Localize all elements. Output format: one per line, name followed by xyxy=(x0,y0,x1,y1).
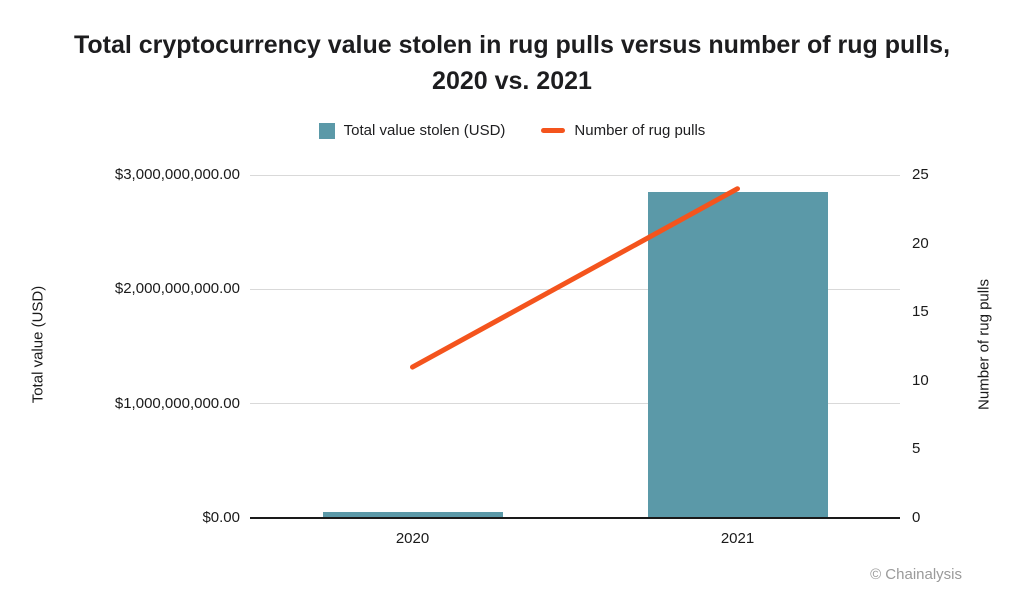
right-axis-tick-label: 15 xyxy=(912,303,929,321)
chart-title: Total cryptocurrency value stolen in rug… xyxy=(73,31,951,95)
left-axis-tick-label: $0.00 xyxy=(202,509,240,526)
line-series-swatch-icon xyxy=(541,128,566,133)
x-axis-tick-label: 2021 xyxy=(720,530,755,547)
legend-item-total-value-stolen: Total value stolen (USD) xyxy=(318,122,506,139)
x-axis-tick-label: 2020 xyxy=(395,530,430,547)
right-axis-tick-label: 25 xyxy=(912,166,929,183)
right-axis-tick-label: 0 xyxy=(912,509,921,526)
chart-legend: Total value stolen (USD) Number of rug p… xyxy=(0,122,1024,139)
legend-label-number-of-rug-pulls: Number of rug pulls xyxy=(574,122,706,139)
right-axis-tick-label: 20 xyxy=(912,234,929,252)
source-attribution: © Chainalysis xyxy=(870,566,962,583)
bar-series-swatch-icon xyxy=(318,122,335,139)
left-axis-title: Total value (USD) xyxy=(29,285,47,404)
legend-label-total-value-stolen: Total value stolen (USD) xyxy=(343,122,506,139)
legend-item-number-of-rug-pulls: Number of rug pulls xyxy=(541,122,705,139)
gridline xyxy=(250,174,900,176)
x-axis-line xyxy=(250,517,900,519)
bar-2021 xyxy=(647,192,828,518)
left-axis-tick-label: $3,000,000,000.00 xyxy=(114,166,240,183)
right-axis-tick-label: 10 xyxy=(912,371,929,389)
bar-2020 xyxy=(322,512,503,518)
left-axis-tick-label: $1,000,000,000.00 xyxy=(114,394,240,412)
right-axis-tick-label: 5 xyxy=(912,440,921,458)
right-axis-title: Number of rug pulls xyxy=(975,279,993,410)
left-axis-tick-label: $2,000,000,000.00 xyxy=(114,280,240,298)
gridline xyxy=(250,403,900,405)
